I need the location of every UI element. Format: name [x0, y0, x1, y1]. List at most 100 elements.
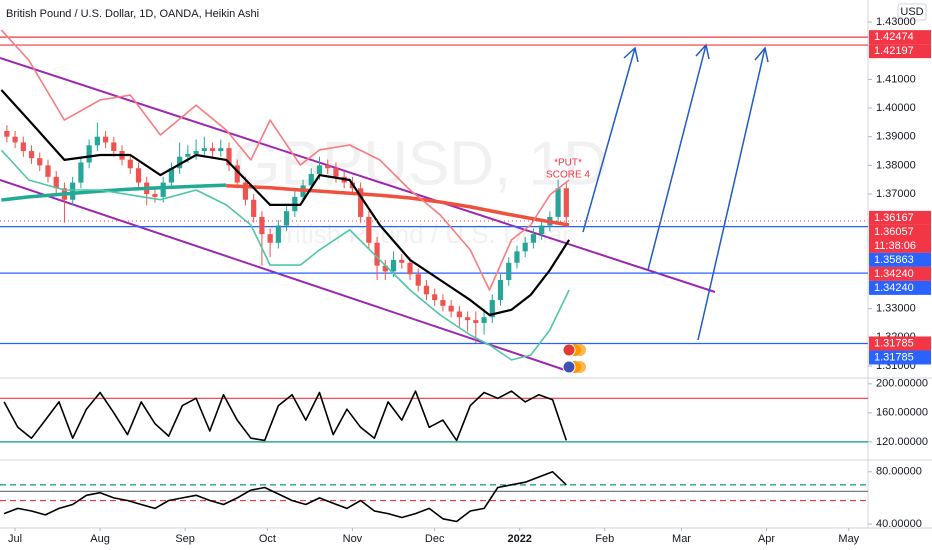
price-label-box [869, 210, 931, 225]
y-tick-label: 120.00000 [876, 436, 928, 448]
price-label: 1.34240 [874, 282, 914, 294]
candle-body [201, 148, 207, 152]
candle-body [358, 188, 364, 217]
price-label: 1.31785 [874, 337, 914, 349]
price-label-box [869, 224, 931, 253]
price-label: 1.35863 [874, 254, 914, 266]
arrow-head [754, 46, 769, 63]
annotation: *PUT* [554, 158, 582, 169]
candle-body [374, 242, 380, 266]
oscillator-line [3, 471, 567, 523]
projection-arrows [582, 43, 769, 341]
candle-body [259, 216, 265, 235]
candle-body [555, 188, 561, 217]
candle-body [423, 285, 430, 295]
candle-body [12, 136, 18, 143]
chart-title: British Pound / U.S. Dollar, 1D, OANDA, … [6, 8, 259, 20]
indicator-line [0, 29, 570, 291]
candle-body [185, 153, 191, 157]
price-label: 1.42197 [874, 45, 914, 57]
candle-body [448, 305, 454, 312]
arrow [697, 47, 766, 341]
candle-body [407, 262, 413, 275]
candle-body [193, 151, 199, 154]
y-tick-label: 1.39000 [876, 131, 916, 143]
price-label-box [869, 30, 931, 45]
price-label-box [869, 44, 931, 59]
event-icon [562, 360, 576, 374]
candle-body [251, 199, 257, 217]
x-tick-label: Apr [758, 533, 775, 545]
annotation: SCORE 4 [546, 170, 590, 181]
candle-body [53, 176, 59, 189]
price-label: 1.42474 [874, 31, 914, 43]
candle-body [102, 136, 109, 143]
y-tick-label: 1.33000 [876, 303, 916, 315]
price-label: 1.31785 [874, 351, 914, 363]
candle-body [415, 274, 421, 286]
x-tick-label: Jul [8, 533, 22, 545]
x-tick-label: Feb [595, 533, 614, 545]
candle-body [135, 168, 142, 183]
x-tick-label: Aug [90, 533, 110, 545]
candle-body [70, 182, 76, 200]
candle-body [440, 300, 446, 306]
candle-body [28, 151, 35, 159]
watermark: GBPUSD, 1D [232, 129, 608, 198]
y-tick-label: 160.00000 [876, 407, 928, 419]
candle-body [432, 294, 438, 301]
candle-body [152, 194, 158, 197]
candle-body [160, 182, 166, 197]
candle-body [20, 142, 26, 152]
candle-body [218, 148, 224, 152]
moving-average [1, 183, 227, 202]
candle-body [242, 182, 249, 200]
watermark-subtitle: British Pound / U.S. Dollar [269, 219, 571, 249]
candle-body [481, 317, 487, 323]
countdown: 11:38:06 [874, 240, 916, 252]
x-tick-label: May [838, 533, 859, 545]
candle-body [316, 165, 323, 174]
candle-body [234, 165, 240, 183]
candle-body [539, 225, 545, 235]
moving-average [226, 183, 570, 227]
candle-body [497, 279, 504, 301]
candle-body [333, 168, 339, 177]
candle-body [464, 317, 471, 321]
price-label-box [869, 336, 931, 351]
price-label-box [869, 252, 931, 267]
candle-body [78, 162, 84, 183]
price-label: 1.36057 [874, 226, 914, 238]
event-icons [562, 343, 586, 374]
candle-body [382, 265, 388, 272]
candle-body [177, 156, 183, 169]
y-tick-label: 1.40000 [876, 102, 916, 114]
y-tick-label: 1.43000 [876, 16, 916, 28]
x-tick-label: Mar [672, 533, 691, 545]
candle-body [366, 216, 372, 243]
candle-body [489, 300, 495, 318]
candle-body [308, 173, 314, 186]
candle-body [4, 130, 10, 137]
price-label: 1.34240 [874, 268, 914, 280]
indicator-line [0, 149, 570, 361]
candle-body [86, 145, 92, 163]
currency: USD [900, 6, 923, 18]
candle-body [456, 311, 462, 318]
event-icon [562, 343, 576, 357]
candle-body [226, 148, 232, 166]
candle-body [522, 242, 528, 252]
arrow-head [623, 46, 639, 63]
price-label-box [869, 280, 931, 295]
x-tick-label: Dec [425, 533, 445, 545]
price-label-box [869, 266, 931, 281]
candle-body [563, 188, 569, 217]
candle-body [209, 148, 216, 152]
price-label: 1.36167 [874, 212, 914, 224]
plot-layer [0, 29, 868, 523]
candle-body [473, 320, 479, 323]
x-tick-label: Sep [175, 533, 195, 545]
candle-body [325, 165, 331, 169]
